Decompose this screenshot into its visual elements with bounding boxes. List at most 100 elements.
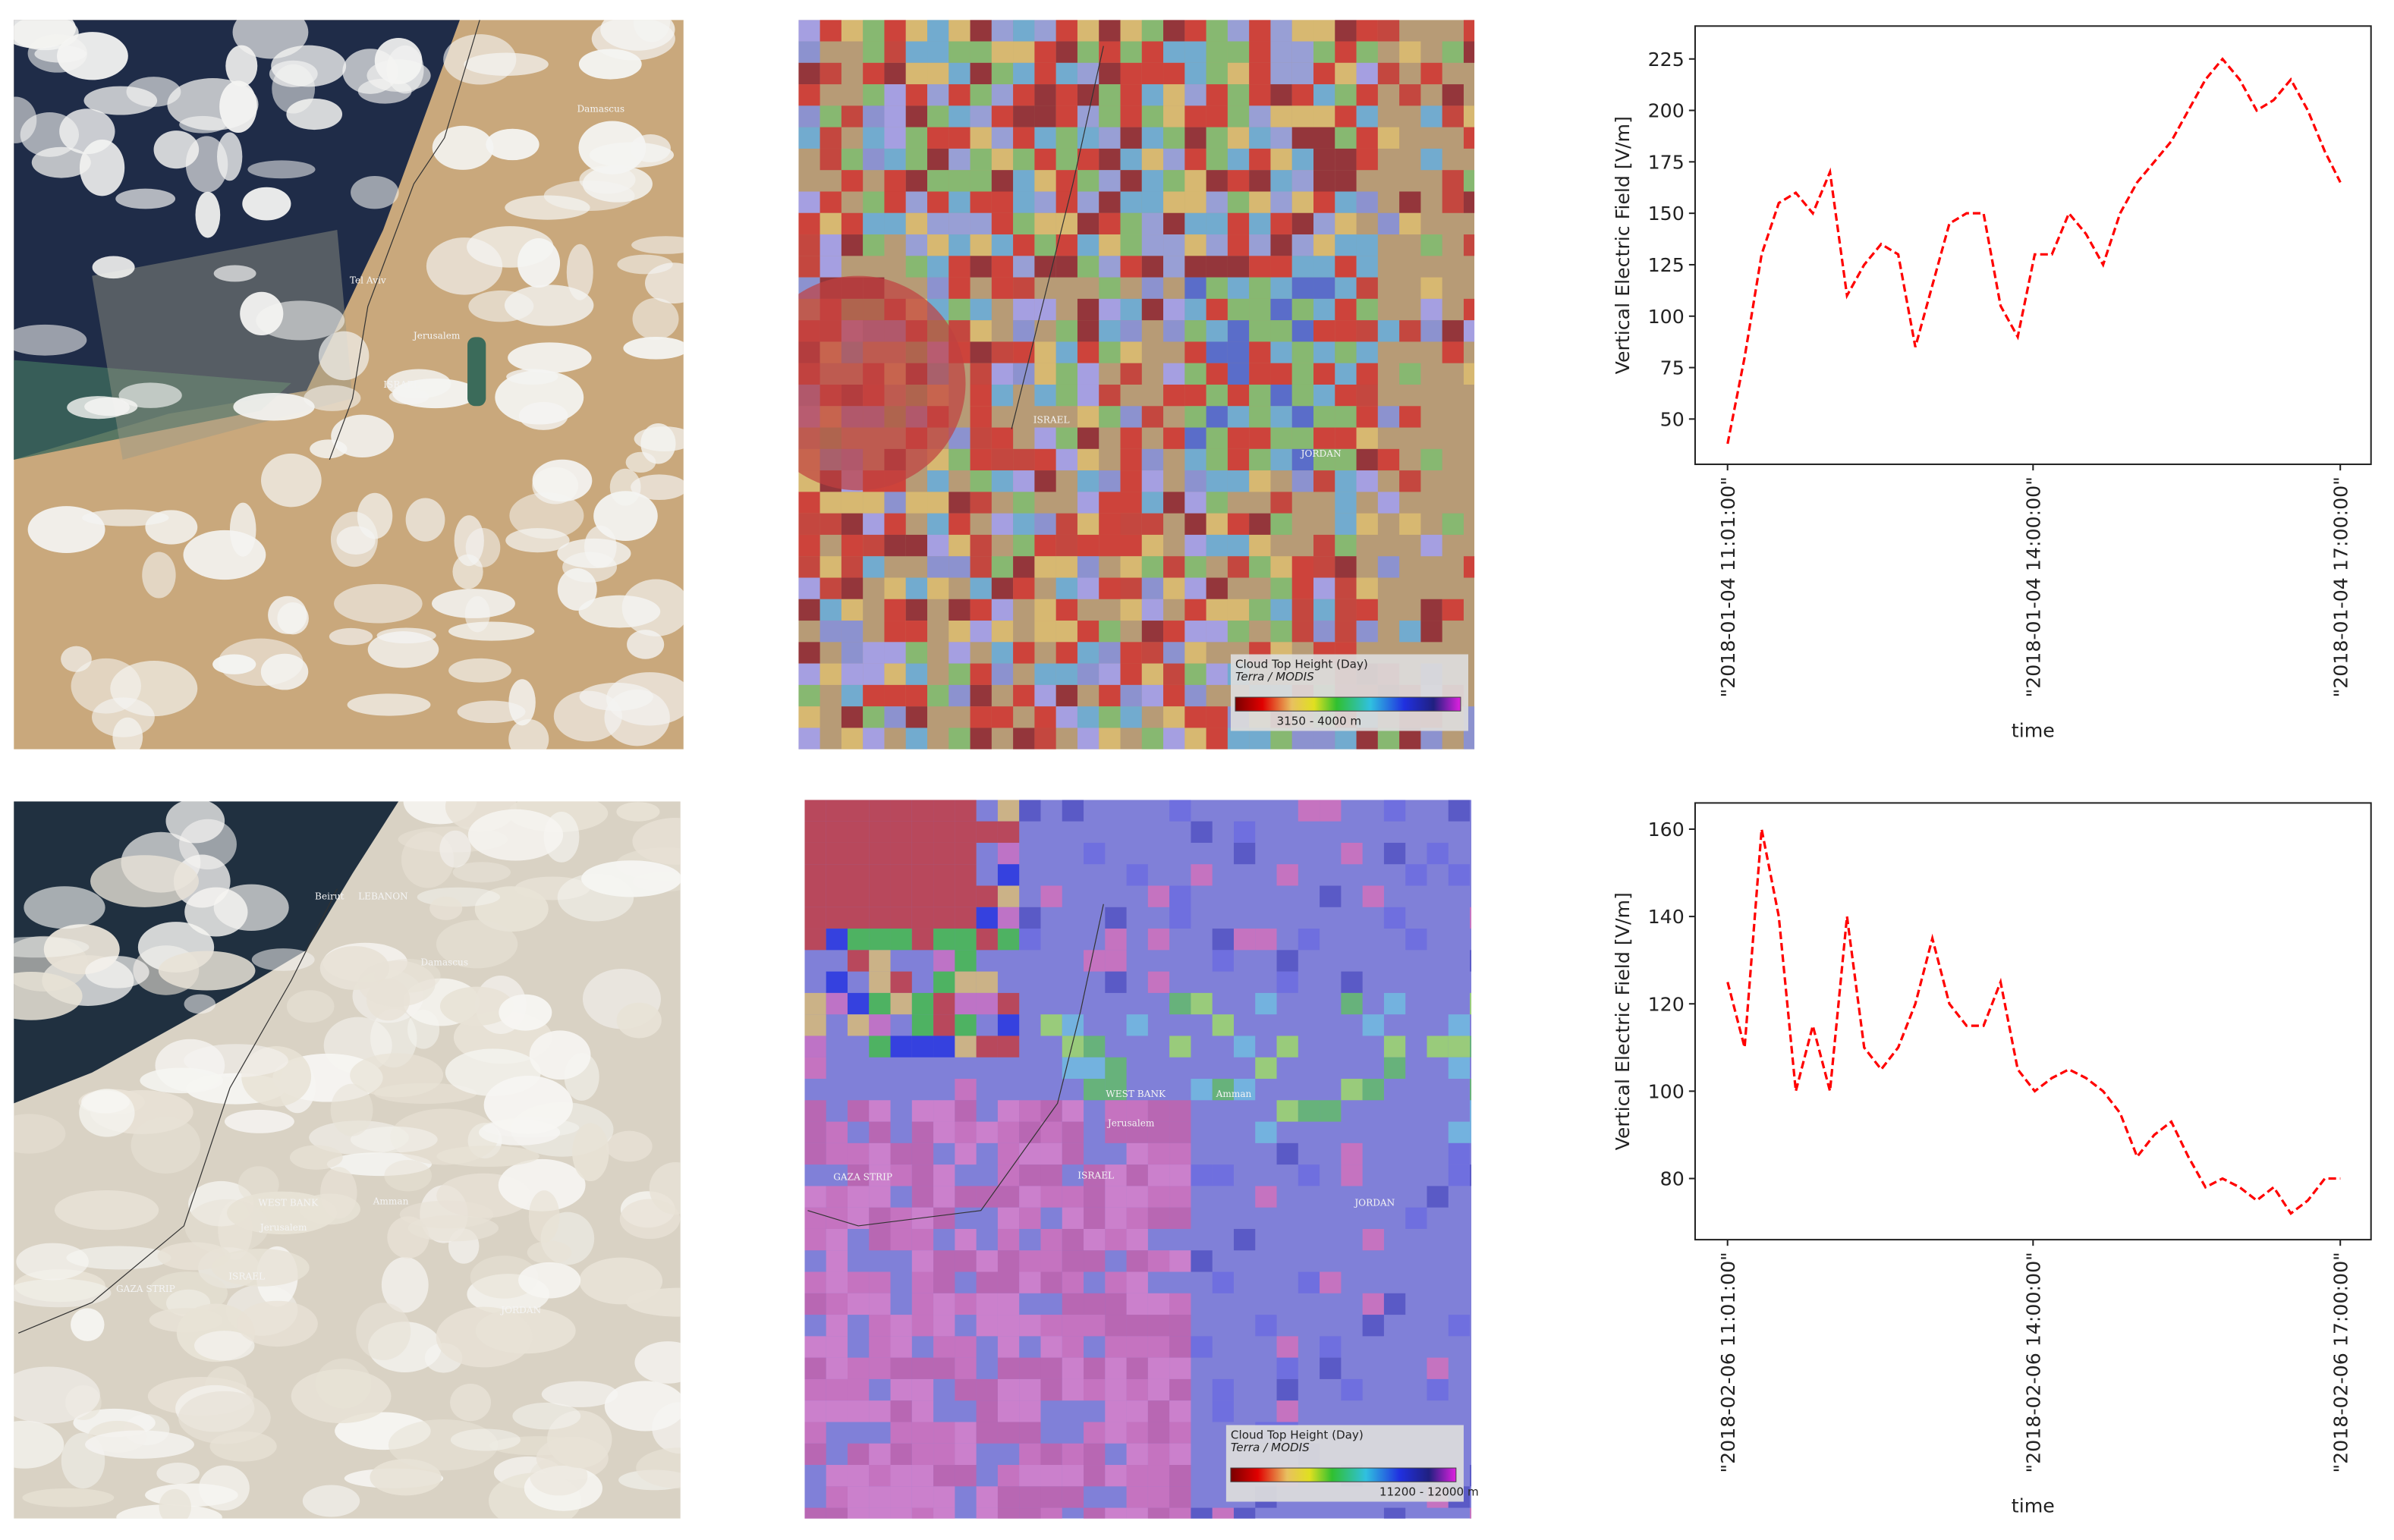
cloud-cell (1055, 127, 1077, 149)
cloud-cell (1341, 1378, 1363, 1401)
cloud-cell (1019, 1164, 1041, 1186)
cloud-cell (1099, 663, 1121, 685)
cloud-cell (1034, 384, 1056, 407)
cloud-cell (1291, 41, 1314, 63)
cloud-cell (1212, 1400, 1234, 1422)
cloud-cell (798, 256, 820, 278)
cloud-cell (890, 1465, 912, 1487)
cloud (247, 160, 316, 179)
cloud-cell (1055, 642, 1077, 664)
y-axis-label: Vertical Electric Field [V/m] (1612, 892, 1634, 1150)
cloud-cell (1383, 1507, 1406, 1519)
cloud-cell (1055, 41, 1077, 63)
cloud-cell (1276, 950, 1298, 972)
cloud-cell (1055, 513, 1077, 535)
cloud-cell (1099, 706, 1121, 728)
cloud (604, 689, 670, 746)
cloud-cell (847, 800, 870, 822)
cloud-cell (1335, 599, 1357, 621)
cloud-cell (1120, 534, 1142, 557)
cloud-cell (1233, 1079, 1256, 1101)
cloud-cell (927, 513, 949, 535)
cloud-cell (1335, 277, 1357, 299)
cloud-cell (1227, 20, 1250, 42)
cloud-cell (1249, 384, 1271, 407)
cloud (557, 538, 631, 569)
cloud (633, 20, 671, 42)
cloud-cell (1141, 406, 1164, 428)
cloud-cell (1420, 320, 1442, 342)
cloud-cell (1377, 127, 1400, 149)
cloud-cell (1249, 513, 1271, 535)
cloud-cell (1077, 341, 1099, 363)
cloud-cell (1470, 1100, 1472, 1122)
cloud-cell (798, 62, 820, 85)
cloud-cell (863, 84, 885, 106)
cloud-cell (991, 427, 1014, 449)
cloud (557, 873, 634, 922)
x-tick-label: "2018-02-06 11:01:00" (1717, 1252, 1739, 1472)
cloud-cell (1099, 62, 1121, 85)
cloud-cell (991, 384, 1014, 407)
cloud-cell (1120, 298, 1142, 321)
axes-frame (1694, 25, 2372, 466)
cloud-cell (841, 20, 864, 42)
cloud-cell (847, 1293, 870, 1315)
cloud-cell (1206, 621, 1228, 643)
cloud-cell (991, 170, 1014, 192)
cloud-cell (1291, 277, 1314, 299)
cloud (286, 990, 335, 1023)
cloud-cell (869, 1465, 891, 1487)
cloud-cell (1206, 298, 1228, 321)
cloud-cell (1356, 577, 1378, 599)
cloud-cell (804, 1357, 826, 1379)
cloud-cell (1291, 20, 1314, 42)
cloud-cell (1099, 212, 1121, 235)
cloud-cell (1147, 1293, 1170, 1315)
cloud-cell (1335, 84, 1357, 106)
cloud-cell (863, 20, 885, 42)
cloud (454, 515, 484, 567)
cloud-cell (955, 1036, 977, 1058)
cloud-cell (955, 1079, 977, 1101)
cloud (498, 1158, 586, 1212)
cloud-cell (1427, 1357, 1449, 1379)
cloud-cell (1270, 599, 1292, 621)
cloud-cell (991, 277, 1014, 299)
cloud-cell (869, 1121, 891, 1143)
cloud-cell (1356, 277, 1378, 299)
cloud-cell (927, 534, 949, 557)
cloud-cell (911, 864, 934, 886)
cloud-cell (933, 1121, 955, 1143)
cloud-cell (1233, 1228, 1256, 1251)
cloud-cell (948, 684, 970, 707)
cloud-cell (1227, 384, 1250, 407)
cloud-cell (1313, 234, 1335, 256)
cloud-cell (1013, 127, 1035, 149)
cloud-cell (1276, 1357, 1298, 1379)
cloud-cell (970, 127, 992, 149)
cloud-cell (991, 62, 1014, 85)
cloud-cell (927, 256, 949, 278)
cloud-cell (1169, 1036, 1191, 1058)
cloud (233, 393, 315, 421)
cloud-cell (1255, 1315, 1277, 1337)
cloud-cell (1206, 105, 1228, 127)
cloud-cell (847, 1465, 870, 1487)
cloud-cell (948, 127, 970, 149)
cloud-cell (927, 470, 949, 492)
cloud (81, 1090, 130, 1114)
cloud-cell (804, 1186, 826, 1208)
cloud-cell (1141, 256, 1164, 278)
cloud-cell (1055, 20, 1077, 42)
cloud-cell (1040, 1315, 1062, 1337)
cloud-cell (1099, 577, 1121, 599)
cloud-cell (1120, 191, 1142, 213)
cloud-cell (955, 929, 977, 951)
map-label: JORDAN (1353, 1198, 1395, 1208)
cloud-cell (1470, 1465, 1472, 1487)
cloud-cell (869, 1100, 891, 1122)
cloud (356, 1303, 411, 1360)
cloud-cell (1077, 127, 1099, 149)
cloud-cell (1448, 1121, 1471, 1143)
